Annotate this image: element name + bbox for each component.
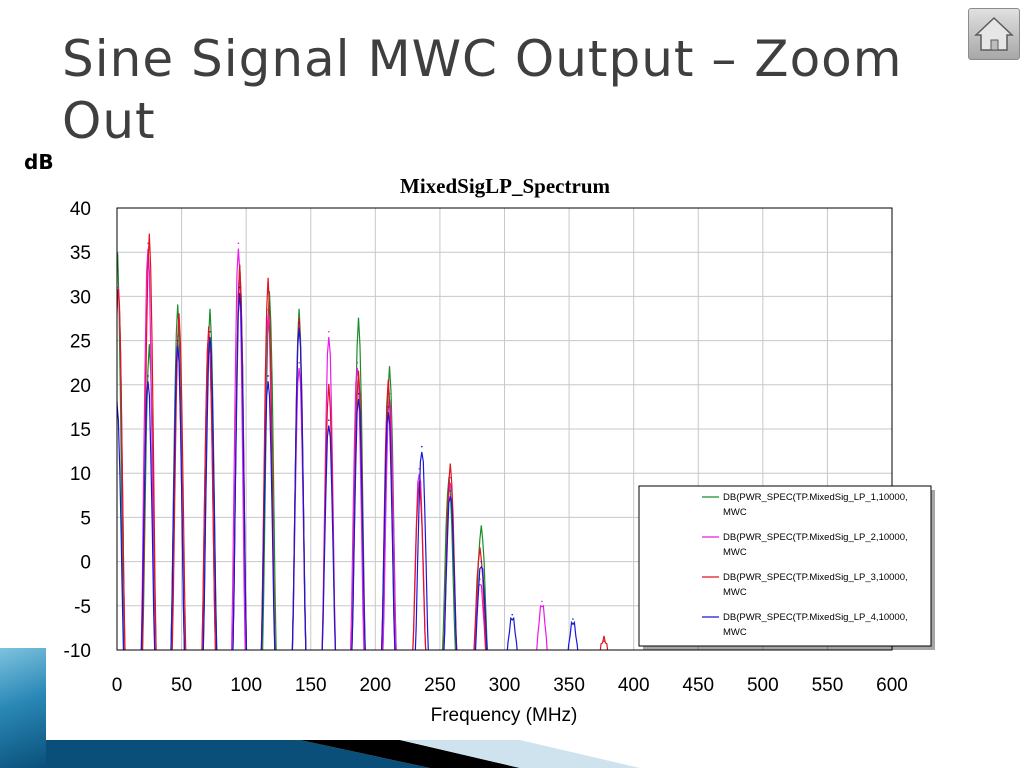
series-2-peak (298, 361, 300, 364)
series-1-peak (148, 348, 151, 351)
series-3-peak (603, 640, 605, 642)
series-1-peak (388, 370, 391, 373)
y-tick-labels: 40 35 30 25 20 15 10 5 0 -5 -10 (64, 199, 91, 662)
series-4-peak (421, 445, 423, 448)
legend-sublabel-1: MWC (723, 507, 747, 518)
x-tick-label: 300 (489, 675, 521, 696)
series-3-peak (387, 384, 390, 386)
x-tick-label: 450 (682, 675, 714, 696)
slide-title: Sine Signal MWC Output – Zoom Out (62, 28, 962, 152)
series-3-peak (148, 238, 151, 240)
x-tick-label: 0 (112, 675, 123, 696)
x-axis-label: Frequency (MHz) (431, 705, 578, 726)
x-tick-label: 150 (295, 675, 327, 696)
series-4-peak (147, 375, 149, 377)
x-tick-label: 550 (812, 675, 844, 696)
series-2-peak (237, 242, 240, 245)
series-4-peak (267, 375, 269, 377)
legend-label-3: DB(PWR_SPEC(TP.MixedSig_LP_3,10000, (723, 572, 908, 583)
series-2-peak (356, 361, 359, 364)
series-4-peak (387, 406, 390, 408)
series-4-peak (238, 286, 241, 289)
series-4-peak (209, 330, 211, 333)
series-2-peak (449, 476, 452, 479)
series-3-peak (479, 551, 481, 554)
chart-title: MixedSigLP_Spectrum (400, 174, 610, 198)
series-3-peak (328, 388, 330, 391)
series-4-peak (511, 613, 514, 616)
series-line-4 (117, 292, 579, 650)
slide-corner-decoration (0, 648, 46, 768)
x-tick-label: 50 (171, 675, 192, 696)
chart-legend: DB(PWR_SPEC(TP.MixedSig_LP_1,10000, MWC DB… (638, 485, 935, 650)
series-3-peak (238, 269, 241, 271)
series-1-peak (357, 322, 360, 324)
series-3-peak (449, 467, 452, 470)
series-4-peak (449, 490, 452, 492)
series-1-peak (480, 529, 483, 532)
y-tick-label: 25 (70, 332, 91, 353)
y-tick-label: 35 (70, 243, 91, 264)
y-tick-label: 0 (80, 553, 91, 574)
series-4-peak (176, 339, 179, 342)
slide-bottom-decoration (46, 740, 640, 768)
series-line-3 (117, 233, 609, 650)
x-tick-labels: 0 50 100 150 200 250 300 350 400 450 500 550 600 (112, 675, 908, 696)
x-tick-label: 400 (618, 675, 650, 696)
home-icon (974, 16, 1014, 51)
series-1-peak (176, 308, 179, 311)
series-4-peak (328, 419, 330, 421)
series-2-peak (541, 600, 543, 603)
y-tick-label: 10 (70, 464, 91, 485)
x-tick-label: 500 (747, 675, 779, 696)
series-3-peak (117, 291, 120, 293)
x-tick-label: 600 (876, 675, 908, 696)
series-4-peak (357, 392, 360, 395)
series-layer (117, 233, 609, 650)
legend-label-4: DB(PWR_SPEC(TP.MixedSig_LP_4,10000, (723, 612, 908, 623)
y-unit-label: dB (24, 150, 54, 174)
series-4-peak (480, 560, 483, 563)
series-3-peak (267, 282, 269, 284)
y-tick-label: 20 (70, 376, 91, 397)
slide-title-line-2: Out (62, 92, 156, 150)
series-3-peak (178, 317, 180, 320)
y-tick-label: 30 (70, 287, 91, 308)
legend-sublabel-3: MWC (723, 587, 747, 598)
legend-sublabel-4: MWC (723, 627, 747, 638)
series-1-peak (298, 313, 300, 315)
series-2-peak (117, 286, 120, 289)
y-tick-label: 5 (80, 508, 91, 529)
home-button[interactable] (968, 8, 1020, 60)
x-tick-label: 250 (424, 675, 456, 696)
plot-frame (116, 207, 893, 651)
series-3-peak (207, 330, 210, 333)
series-1-peak (209, 313, 211, 315)
x-tick-label: 200 (359, 675, 391, 696)
legend-label-1: DB(PWR_SPEC(TP.MixedSig_LP_1,10000, (723, 492, 908, 503)
legend-label-2: DB(PWR_SPEC(TP.MixedSig_LP_2,10000, (723, 532, 908, 543)
y-tick-label: -10 (64, 641, 91, 662)
series-2-peak (267, 308, 269, 311)
legend-sublabel-2: MWC (723, 547, 747, 558)
x-tick-label: 350 (553, 675, 585, 696)
y-tick-label: 15 (70, 420, 91, 441)
series-4-peak (572, 618, 574, 620)
series-3-peak (357, 375, 360, 377)
slide-title-line-1: Sine Signal MWC Output – Zoom (62, 30, 903, 88)
series-4-peak (298, 322, 300, 324)
series-2-peak (328, 330, 330, 333)
y-tick-label: -5 (74, 597, 91, 618)
x-tick-label: 100 (230, 675, 262, 696)
y-tick-label: 40 (70, 199, 91, 220)
